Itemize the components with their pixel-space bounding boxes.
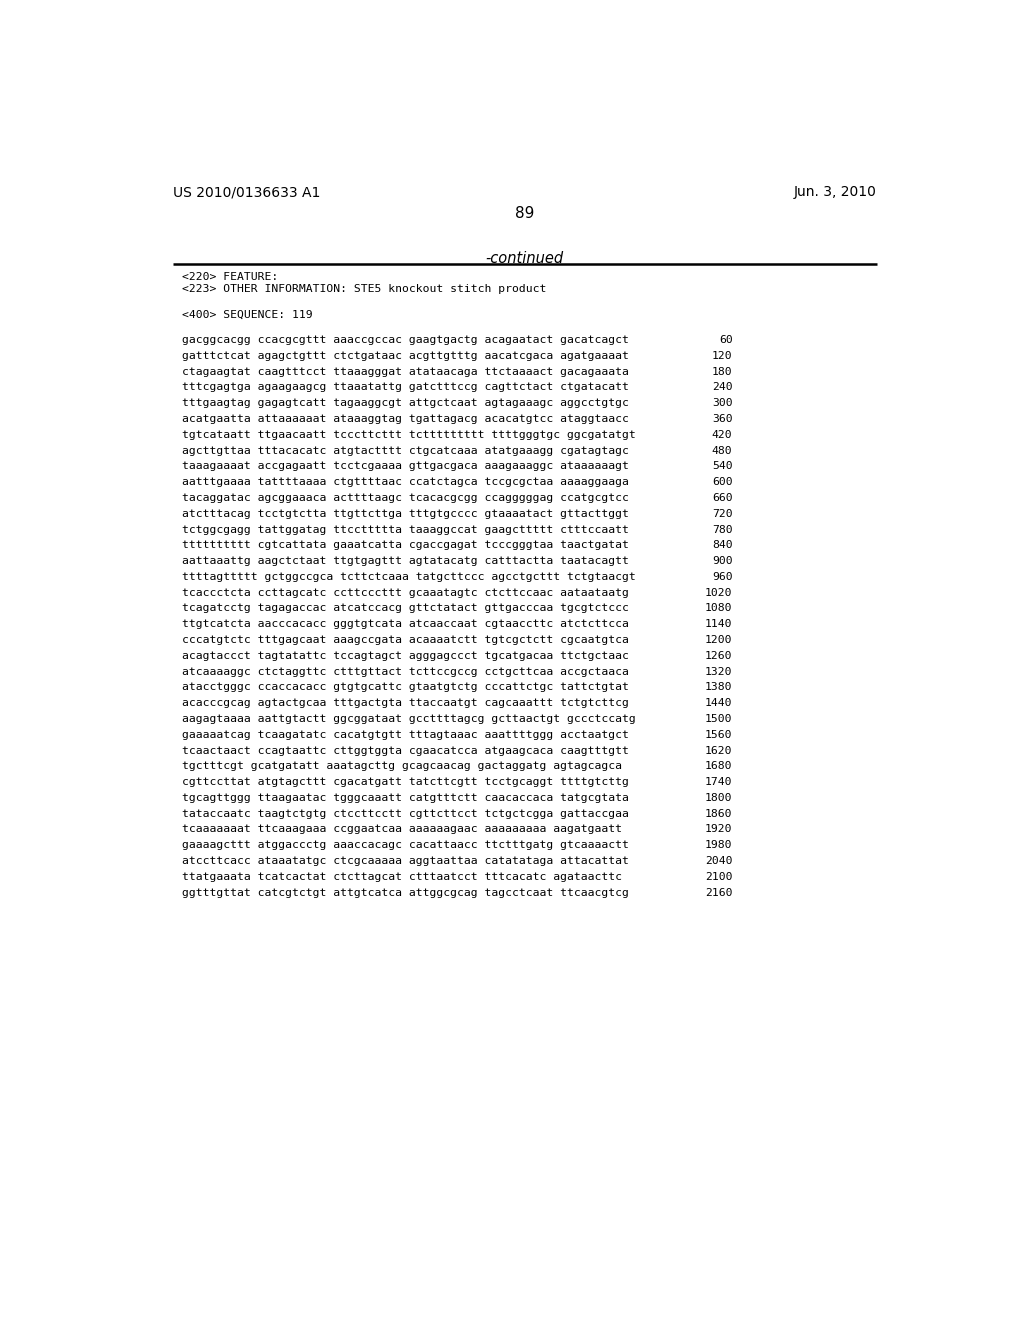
Text: aatttgaaaa tattttaaaa ctgttttaac ccatctagca tccgcgctaa aaaaggaaga: aatttgaaaa tattttaaaa ctgttttaac ccatcta… — [182, 478, 629, 487]
Text: taaagaaaat accgagaatt tcctcgaaaa gttgacgaca aaagaaaggc ataaaaaagt: taaagaaaat accgagaatt tcctcgaaaa gttgacg… — [182, 462, 629, 471]
Text: 1800: 1800 — [705, 793, 732, 803]
Text: cgttccttat atgtagcttt cgacatgatt tatcttcgtt tcctgcaggt ttttgtcttg: cgttccttat atgtagcttt cgacatgatt tatcttc… — [182, 777, 629, 787]
Text: tttttttttt cgtcattata gaaatcatta cgaccgagat tcccgggtaa taactgatat: tttttttttt cgtcattata gaaatcatta cgaccga… — [182, 540, 629, 550]
Text: <223> OTHER INFORMATION: STE5 knockout stitch product: <223> OTHER INFORMATION: STE5 knockout s… — [182, 284, 547, 294]
Text: acatgaatta attaaaaaat ataaaggtag tgattagacg acacatgtcc ataggtaacc: acatgaatta attaaaaaat ataaaggtag tgattag… — [182, 414, 629, 424]
Text: 240: 240 — [712, 383, 732, 392]
Text: 1920: 1920 — [705, 825, 732, 834]
Text: <220> FEATURE:: <220> FEATURE: — [182, 272, 279, 281]
Text: 360: 360 — [712, 414, 732, 424]
Text: gaaaagcttt atggaccctg aaaccacagc cacattaacc ttctttgatg gtcaaaactt: gaaaagcttt atggaccctg aaaccacagc cacatta… — [182, 841, 629, 850]
Text: 300: 300 — [712, 399, 732, 408]
Text: ctagaagtat caagtttcct ttaaagggat atataacaga ttctaaaact gacagaaata: ctagaagtat caagtttcct ttaaagggat atataac… — [182, 367, 629, 376]
Text: cccatgtctc tttgagcaat aaagccgata acaaaatctt tgtcgctctt cgcaatgtca: cccatgtctc tttgagcaat aaagccgata acaaaat… — [182, 635, 629, 645]
Text: 1020: 1020 — [705, 587, 732, 598]
Text: 89: 89 — [515, 206, 535, 222]
Text: 1320: 1320 — [705, 667, 732, 677]
Text: gatttctcat agagctgttt ctctgataac acgttgtttg aacatcgaca agatgaaaat: gatttctcat agagctgttt ctctgataac acgttgt… — [182, 351, 629, 360]
Text: tgcagttggg ttaagaatac tgggcaaatt catgtttctt caacaccaca tatgcgtata: tgcagttggg ttaagaatac tgggcaaatt catgttt… — [182, 793, 629, 803]
Text: tcaccctcta ccttagcatc ccttcccttt gcaaatagtc ctcttccaac aataataatg: tcaccctcta ccttagcatc ccttcccttt gcaaata… — [182, 587, 629, 598]
Text: ttatgaaata tcatcactat ctcttagcat ctttaatcct tttcacatc agataacttc: ttatgaaata tcatcactat ctcttagcat ctttaat… — [182, 871, 623, 882]
Text: 480: 480 — [712, 446, 732, 455]
Text: 1140: 1140 — [705, 619, 732, 630]
Text: 660: 660 — [712, 492, 732, 503]
Text: tcaaaaaaat ttcaaagaaa ccggaatcaa aaaaaagaac aaaaaaaaa aagatgaatt: tcaaaaaaat ttcaaagaaa ccggaatcaa aaaaaag… — [182, 825, 623, 834]
Text: 780: 780 — [712, 524, 732, 535]
Text: acacccgcag agtactgcaa tttgactgta ttaccaatgt cagcaaattt tctgtcttcg: acacccgcag agtactgcaa tttgactgta ttaccaa… — [182, 698, 629, 708]
Text: 900: 900 — [712, 556, 732, 566]
Text: acagtaccct tagtatattc tccagtagct agggagccct tgcatgacaa ttctgctaac: acagtaccct tagtatattc tccagtagct agggagc… — [182, 651, 629, 661]
Text: 1080: 1080 — [705, 603, 732, 614]
Text: tgctttcgt gcatgatatt aaatagcttg gcagcaacag gactaggatg agtagcagca: tgctttcgt gcatgatatt aaatagcttg gcagcaac… — [182, 762, 623, 771]
Text: tacaggatac agcggaaaca acttttaagc tcacacgcgg ccagggggag ccatgcgtcc: tacaggatac agcggaaaca acttttaagc tcacacg… — [182, 492, 629, 503]
Text: 1380: 1380 — [705, 682, 732, 693]
Text: 1680: 1680 — [705, 762, 732, 771]
Text: 2160: 2160 — [705, 887, 732, 898]
Text: 420: 420 — [712, 430, 732, 440]
Text: 1740: 1740 — [705, 777, 732, 787]
Text: tttgaagtag gagagtcatt tagaaggcgt attgctcaat agtagaaagc aggcctgtgc: tttgaagtag gagagtcatt tagaaggcgt attgctc… — [182, 399, 629, 408]
Text: tataccaatc taagtctgtg ctccttcctt cgttcttcct tctgctcgga gattaccgaa: tataccaatc taagtctgtg ctccttcctt cgttctt… — [182, 809, 629, 818]
Text: tctggcgagg tattggatag ttccttttta taaaggccat gaagcttttt ctttccaatt: tctggcgagg tattggatag ttccttttta taaaggc… — [182, 524, 629, 535]
Text: aattaaattg aagctctaat ttgtgagttt agtatacatg catttactta taatacagtt: aattaaattg aagctctaat ttgtgagttt agtatac… — [182, 556, 629, 566]
Text: US 2010/0136633 A1: US 2010/0136633 A1 — [173, 185, 321, 199]
Text: tttcgagtga agaagaagcg ttaaatattg gatctttccg cagttctact ctgatacatt: tttcgagtga agaagaagcg ttaaatattg gatcttt… — [182, 383, 629, 392]
Text: 600: 600 — [712, 478, 732, 487]
Text: atcaaaaggc ctctaggttc ctttgttact tcttccgccg cctgcttcaa accgctaaca: atcaaaaggc ctctaggttc ctttgttact tcttccg… — [182, 667, 629, 677]
Text: tgtcataatt ttgaacaatt tcccttcttt tcttttttttt ttttgggtgc ggcgatatgt: tgtcataatt ttgaacaatt tcccttcttt tcttttt… — [182, 430, 636, 440]
Text: Jun. 3, 2010: Jun. 3, 2010 — [794, 185, 877, 199]
Text: 960: 960 — [712, 572, 732, 582]
Text: <400> SEQUENCE: 119: <400> SEQUENCE: 119 — [182, 310, 313, 319]
Text: ttttagttttt gctggccgca tcttctcaaa tatgcttccc agcctgcttt tctgtaacgt: ttttagttttt gctggccgca tcttctcaaa tatgct… — [182, 572, 636, 582]
Text: tcagatcctg tagagaccac atcatccacg gttctatact gttgacccaa tgcgtctccc: tcagatcctg tagagaccac atcatccacg gttctat… — [182, 603, 629, 614]
Text: 180: 180 — [712, 367, 732, 376]
Text: 1560: 1560 — [705, 730, 732, 739]
Text: 1500: 1500 — [705, 714, 732, 723]
Text: ggtttgttat catcgtctgt attgtcatca attggcgcag tagcctcaat ttcaacgtcg: ggtttgttat catcgtctgt attgtcatca attggcg… — [182, 887, 629, 898]
Text: 1200: 1200 — [705, 635, 732, 645]
Text: 1440: 1440 — [705, 698, 732, 708]
Text: 1260: 1260 — [705, 651, 732, 661]
Text: 720: 720 — [712, 508, 732, 519]
Text: gaaaaatcag tcaagatatc cacatgtgtt tttagtaaac aaattttggg acctaatgct: gaaaaatcag tcaagatatc cacatgtgtt tttagta… — [182, 730, 629, 739]
Text: 1620: 1620 — [705, 746, 732, 755]
Text: atacctgggc ccaccacacc gtgtgcattc gtaatgtctg cccattctgc tattctgtat: atacctgggc ccaccacacc gtgtgcattc gtaatgt… — [182, 682, 629, 693]
Text: ttgtcatcta aacccacacc gggtgtcata atcaaccaat cgtaaccttc atctcttcca: ttgtcatcta aacccacacc gggtgtcata atcaacc… — [182, 619, 629, 630]
Text: 60: 60 — [719, 335, 732, 345]
Text: 840: 840 — [712, 540, 732, 550]
Text: -continued: -continued — [485, 251, 564, 265]
Text: 2100: 2100 — [705, 871, 732, 882]
Text: 2040: 2040 — [705, 857, 732, 866]
Text: aagagtaaaa aattgtactt ggcggataat gccttttagcg gcttaactgt gccctccatg: aagagtaaaa aattgtactt ggcggataat gcctttt… — [182, 714, 636, 723]
Text: 1860: 1860 — [705, 809, 732, 818]
Text: 540: 540 — [712, 462, 732, 471]
Text: agcttgttaa tttacacatc atgtactttt ctgcatcaaa atatgaaagg cgatagtagc: agcttgttaa tttacacatc atgtactttt ctgcatc… — [182, 446, 629, 455]
Text: gacggcacgg ccacgcgttt aaaccgccac gaagtgactg acagaatact gacatcagct: gacggcacgg ccacgcgttt aaaccgccac gaagtga… — [182, 335, 629, 345]
Text: 120: 120 — [712, 351, 732, 360]
Text: atccttcacc ataaatatgc ctcgcaaaaa aggtaattaa catatataga attacattat: atccttcacc ataaatatgc ctcgcaaaaa aggtaat… — [182, 857, 629, 866]
Text: 1980: 1980 — [705, 841, 732, 850]
Text: atctttacag tcctgtctta ttgttcttga tttgtgcccc gtaaaatact gttacttggt: atctttacag tcctgtctta ttgttcttga tttgtgc… — [182, 508, 629, 519]
Text: tcaactaact ccagtaattc cttggtggta cgaacatcca atgaagcaca caagtttgtt: tcaactaact ccagtaattc cttggtggta cgaacat… — [182, 746, 629, 755]
